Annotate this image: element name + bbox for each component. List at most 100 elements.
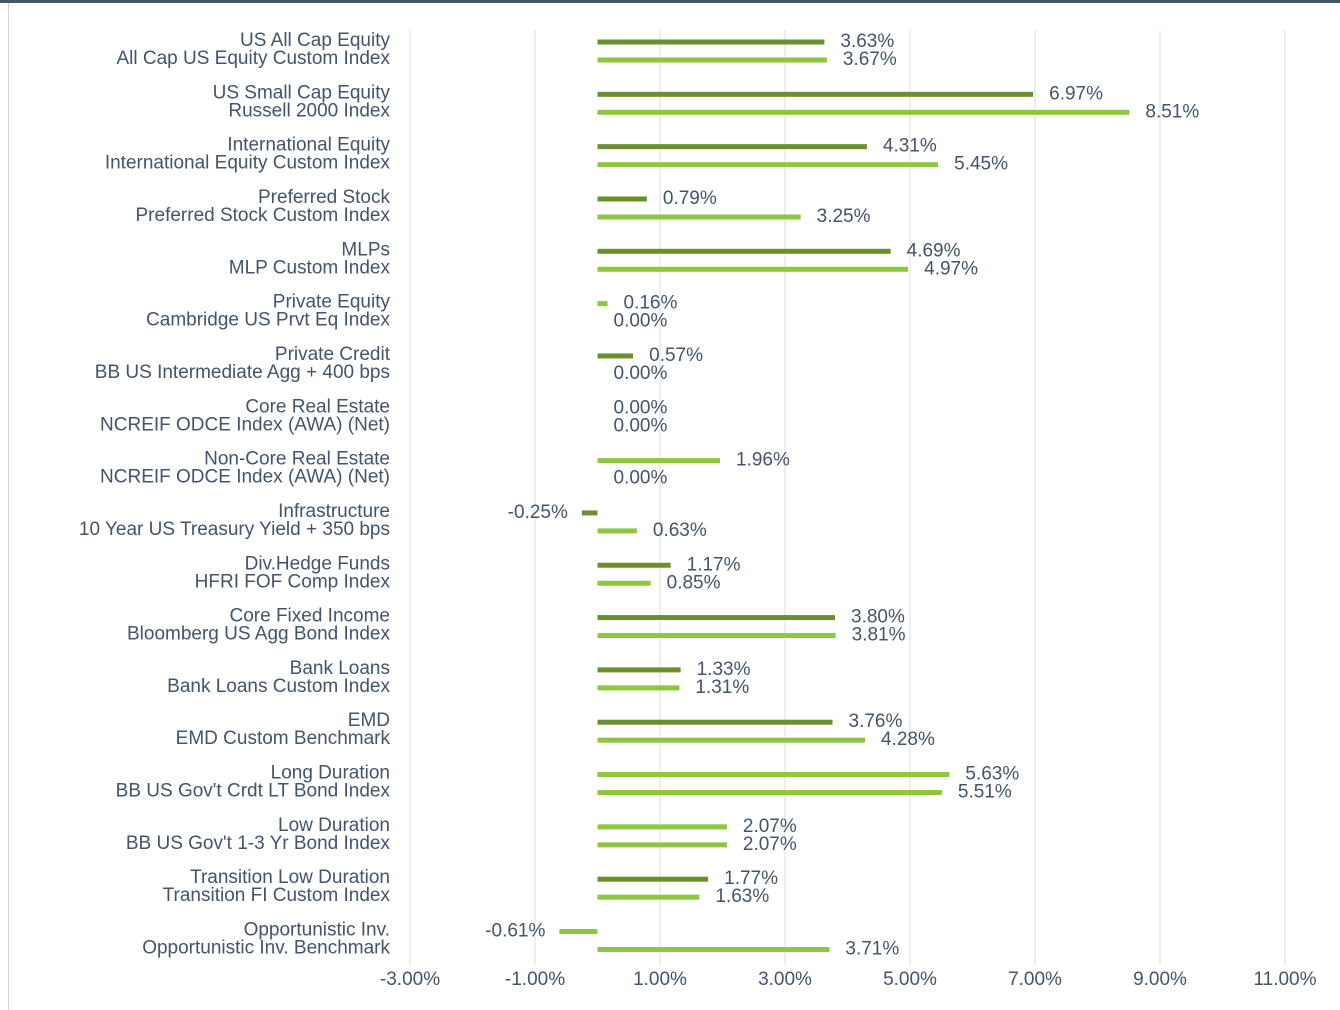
bar [597,353,634,359]
value-label: 1.31% [695,677,749,698]
value-label: 0.00% [614,311,668,332]
category-label: Long Duration [271,763,390,784]
category-label: Non-Core Real Estate [204,449,390,470]
value-label: 0.85% [667,572,721,593]
bar [597,615,835,621]
value-label: 5.51% [958,782,1012,803]
bar [597,39,825,45]
value-label: 0.79% [663,188,717,209]
bar [597,790,942,796]
value-label: 1.96% [736,450,790,471]
category-label: US Small Cap Equity [213,82,391,103]
benchmark-label: Bloomberg US Agg Bond Index [127,624,391,645]
value-label: -0.61% [485,921,545,942]
benchmark-label: International Equity Custom Index [105,153,391,174]
bar [597,824,727,830]
bar [597,562,671,568]
category-label: Core Real Estate [245,396,390,417]
value-label: 6.97% [1049,83,1103,104]
category-label: MLPs [341,239,390,260]
bar [597,196,647,202]
category-label: Low Duration [278,815,390,836]
bar [559,929,598,934]
value-label: 0.16% [624,293,678,314]
value-label: 3.81% [852,625,906,646]
benchmark-label: BB US Intermediate Agg + 400 bps [95,362,390,383]
value-label: 1.33% [697,659,751,680]
bar [597,894,700,900]
bar [597,667,681,673]
value-label: 1.17% [687,554,741,575]
bar [597,842,727,848]
benchmark-label: Preferred Stock Custom Index [136,205,391,226]
bar [597,528,637,534]
value-label: 8.51% [1145,101,1199,122]
value-label: 3.71% [845,939,899,960]
category-label: Transition Low Duration [190,867,390,888]
value-label: 0.00% [614,363,668,384]
value-label: 3.63% [840,31,894,52]
x-tick-label: 5.00% [883,969,937,990]
bar [597,737,865,743]
category-label: Private Equity [273,292,391,313]
benchmark-label: All Cap US Equity Custom Index [116,48,390,69]
value-label: 0.00% [614,468,668,489]
value-label: 4.97% [924,258,978,279]
benchmark-label: Bank Loans Custom Index [167,676,390,697]
x-tick-label: -3.00% [380,969,440,990]
bar [597,266,909,272]
benchmark-label: Transition FI Custom Index [163,885,391,906]
bar [581,510,598,516]
bar [597,633,836,639]
value-label: 0.63% [653,520,707,541]
value-label: 2.07% [743,834,797,855]
top-border [0,0,1340,3]
benchmark-label: 10 Year US Treasury Yield + 350 bps [79,519,390,540]
bar [597,580,651,586]
benchmark-label: BB US Gov't Crdt LT Bond Index [116,781,391,802]
value-label: 3.76% [849,711,903,732]
x-tick-label: 9.00% [1133,969,1187,990]
bar [597,685,680,691]
bar [597,458,720,464]
bar [597,214,801,220]
category-label: Bank Loans [290,658,390,679]
category-label: International Equity [227,135,390,156]
bar [597,91,1034,97]
value-label: 3.25% [817,206,871,227]
value-label: 4.69% [907,240,961,261]
benchmark-label: HFRI FOF Comp Index [195,571,391,592]
bar [597,772,950,778]
value-label: 4.31% [883,136,937,157]
bar [597,947,830,952]
value-label: 0.00% [614,415,668,436]
bar [597,162,939,168]
value-label: 4.28% [881,729,935,750]
x-tick-label: -1.00% [505,969,565,990]
value-label: 3.80% [851,607,905,628]
benchmark-label: Russell 2000 Index [228,100,390,121]
benchmark-label: BB US Gov't 1-3 Yr Bond Index [126,833,391,854]
x-tick-label: 1.00% [633,969,687,990]
category-label: Core Fixed Income [229,606,390,627]
bar [597,57,827,63]
value-label: 5.45% [954,154,1008,175]
benchmark-label: NCREIF ODCE Index (AWA) (Net) [100,467,390,488]
x-tick-label: 11.00% [1253,969,1316,990]
value-label: 5.63% [965,764,1019,785]
value-label: 0.57% [649,345,703,366]
benchmark-label: EMD Custom Benchmark [176,728,391,749]
benchmark-label: NCREIF ODCE Index (AWA) (Net) [100,414,390,435]
category-label: US All Cap Equity [240,30,390,51]
category-label: Preferred Stock [258,187,390,208]
bar [597,719,833,725]
value-label: 1.77% [724,868,778,889]
value-label: 1.63% [715,886,769,907]
category-label: EMD [348,710,390,731]
category-label: Opportunistic Inv. [244,920,390,941]
category-label: Div.Hedge Funds [245,553,390,574]
value-label: 3.67% [843,49,897,70]
bar [597,301,608,307]
benchmark-label: MLP Custom Index [229,257,391,278]
